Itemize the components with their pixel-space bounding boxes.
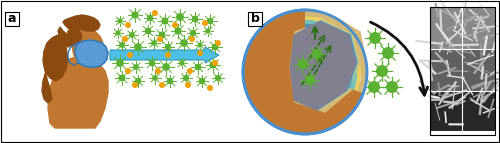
Wedge shape [305, 16, 361, 91]
Polygon shape [290, 21, 356, 111]
Circle shape [180, 39, 188, 47]
Circle shape [386, 81, 398, 93]
Bar [430, 91, 495, 131]
Circle shape [132, 11, 138, 19]
Circle shape [145, 28, 151, 34]
Wedge shape [305, 10, 367, 93]
Circle shape [189, 36, 195, 42]
FancyBboxPatch shape [5, 12, 19, 26]
Circle shape [215, 40, 221, 46]
Circle shape [116, 30, 120, 36]
Circle shape [118, 18, 122, 24]
Circle shape [215, 75, 221, 81]
Polygon shape [42, 71, 52, 103]
Circle shape [172, 22, 178, 28]
Circle shape [134, 43, 142, 51]
Circle shape [157, 36, 163, 42]
Circle shape [198, 42, 202, 47]
Circle shape [206, 28, 210, 34]
Circle shape [376, 65, 388, 77]
Circle shape [151, 40, 157, 46]
Circle shape [180, 60, 184, 66]
Polygon shape [75, 40, 108, 67]
Circle shape [152, 75, 158, 81]
Circle shape [369, 32, 381, 44]
Circle shape [135, 78, 141, 84]
Circle shape [210, 61, 216, 69]
Circle shape [148, 60, 156, 66]
Circle shape [212, 44, 218, 50]
Circle shape [162, 63, 170, 71]
Polygon shape [48, 57, 108, 128]
Circle shape [119, 42, 125, 48]
Circle shape [118, 75, 126, 82]
Circle shape [190, 30, 196, 36]
Circle shape [125, 68, 131, 74]
FancyBboxPatch shape [248, 12, 262, 26]
Wedge shape [305, 24, 353, 88]
Polygon shape [293, 20, 360, 110]
Text: a: a [8, 12, 16, 25]
Text: b: b [250, 12, 260, 25]
Circle shape [129, 32, 135, 38]
Circle shape [127, 52, 133, 58]
Circle shape [152, 10, 158, 16]
Circle shape [199, 78, 205, 84]
Bar [430, 7, 495, 49]
Circle shape [305, 75, 315, 85]
Circle shape [167, 78, 173, 84]
Circle shape [382, 47, 394, 59]
Polygon shape [292, 20, 358, 110]
Wedge shape [305, 20, 357, 90]
Circle shape [197, 50, 203, 56]
Circle shape [116, 59, 124, 67]
Polygon shape [43, 35, 68, 81]
Circle shape [162, 17, 168, 25]
Circle shape [368, 81, 380, 93]
Circle shape [125, 22, 131, 28]
Polygon shape [290, 17, 365, 112]
Circle shape [159, 82, 165, 88]
Circle shape [122, 36, 128, 42]
Polygon shape [58, 27, 82, 47]
Circle shape [194, 64, 202, 70]
Circle shape [158, 31, 166, 38]
Circle shape [202, 20, 208, 26]
Circle shape [132, 82, 138, 88]
Polygon shape [290, 20, 358, 111]
Circle shape [192, 16, 198, 22]
Circle shape [207, 85, 213, 91]
Circle shape [185, 82, 191, 88]
Circle shape [206, 18, 214, 24]
Circle shape [165, 44, 171, 50]
Polygon shape [292, 20, 359, 110]
Circle shape [174, 27, 182, 35]
Wedge shape [305, 9, 369, 83]
Circle shape [133, 64, 139, 70]
Ellipse shape [72, 29, 104, 67]
Circle shape [187, 68, 193, 74]
Polygon shape [78, 65, 88, 78]
Bar [430, 49, 495, 91]
Circle shape [155, 68, 161, 74]
Circle shape [183, 75, 189, 81]
Circle shape [312, 49, 322, 59]
Wedge shape [305, 28, 349, 87]
Circle shape [243, 10, 367, 134]
Bar [430, 7, 495, 135]
Polygon shape [63, 15, 100, 31]
Circle shape [165, 52, 171, 58]
Circle shape [212, 60, 218, 66]
FancyArrow shape [110, 47, 219, 63]
Circle shape [176, 13, 184, 21]
Circle shape [147, 15, 153, 21]
Circle shape [298, 59, 308, 69]
